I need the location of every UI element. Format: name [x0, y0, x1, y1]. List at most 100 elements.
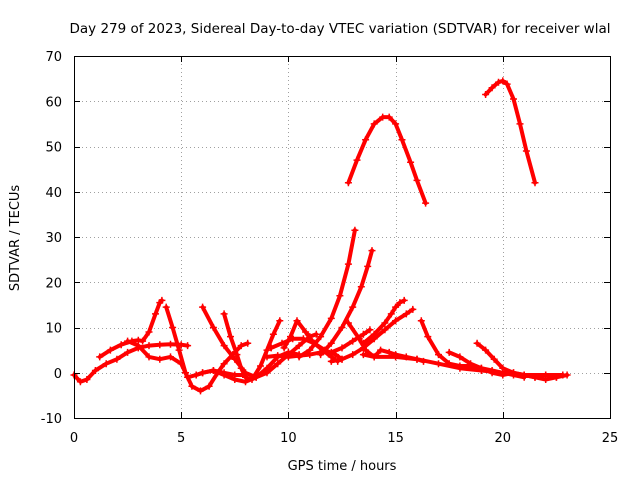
axis-ticks: 0 5 10 15 20 25 -10 0 10 20 30 40 50 60 70 [41, 50, 619, 446]
data-point-arc-20 [422, 199, 430, 207]
series-arc-21 [483, 78, 537, 185]
data-point-arc-10 [263, 353, 271, 361]
data-point-arc-19 [563, 371, 571, 379]
data-point-arc-11 [327, 314, 335, 322]
data-point-arc-21 [499, 77, 507, 85]
y-tick-label: 70 [45, 50, 62, 65]
data-point-arc-12 [368, 247, 376, 255]
data-point-arc-21 [531, 179, 539, 187]
data-point-arc-2 [96, 353, 104, 361]
data-point-arc-18 [488, 369, 496, 377]
data-point-arc-2 [152, 310, 159, 318]
data-point-arc-5 [209, 324, 217, 331]
data-point-arc-20 [392, 120, 400, 128]
data-point-arc-12 [327, 339, 335, 347]
x-tick-label: 10 [280, 431, 297, 446]
data-point-arc-20 [379, 113, 387, 121]
data-point-arc-20 [353, 156, 361, 164]
data-point-arc-18 [456, 353, 464, 361]
data-point-arc-19 [499, 364, 507, 372]
data-point-arc-2 [145, 328, 153, 336]
data-point-arc-6 [233, 351, 241, 359]
data-point-arc-7 [252, 373, 260, 381]
data-point-arc-2 [139, 337, 147, 345]
data-point-arc-17 [435, 351, 442, 359]
data-point-arc-5 [274, 360, 282, 368]
data-point-arc-15 [377, 346, 385, 354]
data-point-arc-10 [366, 326, 374, 334]
data-point-arc-10 [359, 330, 367, 338]
data-point-arc-13 [327, 357, 335, 365]
data-point-arc-8 [302, 328, 310, 336]
data-point-arc-7 [242, 378, 249, 386]
data-point-arc-14 [387, 310, 395, 318]
data-point-arc-15 [344, 319, 352, 327]
data-point-arc-13 [338, 355, 346, 363]
data-point-arc-5 [312, 330, 320, 338]
data-point-arc-4 [205, 382, 213, 390]
data-point-arc-15 [385, 348, 393, 356]
data-point-arc-14 [396, 299, 404, 307]
data-point-arc-3 [124, 337, 132, 345]
data-point-arc-13 [349, 351, 357, 359]
data-point-arc-1 [91, 367, 99, 374]
data-point-arc-13 [381, 326, 389, 334]
y-tick-label: 0 [54, 367, 62, 382]
data-point-arc-2 [106, 346, 114, 354]
data-point-arc-16 [359, 351, 367, 359]
data-point-arc-4 [182, 369, 189, 377]
data-point-arc-11 [344, 260, 352, 268]
data-point-arc-20 [413, 176, 421, 184]
y-tick-label: 50 [45, 141, 62, 156]
data-point-arc-18 [477, 364, 485, 372]
data-point-arc-12 [349, 303, 357, 311]
data-point-arc-9 [299, 335, 307, 343]
data-point-arc-1 [145, 342, 153, 350]
data-point-arc-16 [370, 353, 378, 361]
data-point-arc-1 [167, 340, 174, 348]
data-point-arc-7 [231, 376, 239, 383]
data-point-arc-1 [156, 341, 164, 349]
data-point-arc-17 [424, 333, 432, 341]
data-point-arc-15 [362, 346, 370, 354]
y-tick-label: 20 [45, 276, 62, 291]
data-point-arc-20 [407, 158, 415, 166]
series-arc-1 [72, 342, 190, 384]
data-point-arc-19 [490, 355, 498, 363]
data-point-arc-3 [134, 342, 142, 350]
x-tick-label: 15 [387, 431, 404, 446]
data-point-arc-4 [162, 303, 170, 311]
data-point-arc-1 [113, 355, 121, 363]
data-point-arc-3 [156, 355, 164, 363]
data-point-arc-7 [199, 369, 207, 377]
y-tick-label: 40 [45, 186, 62, 201]
data-point-arc-9 [267, 344, 275, 352]
data-point-arc-6 [220, 310, 228, 318]
data-point-arc-19 [531, 373, 539, 381]
data-point-arc-11 [317, 333, 325, 341]
data-point-arc-21 [510, 95, 517, 103]
data-point-arc-19 [473, 339, 481, 347]
data-point-arc-21 [495, 78, 502, 86]
y-axis-label: SDTVAR / TECUs [8, 185, 23, 292]
data-point-arc-8 [293, 317, 301, 325]
data-point-arc-13 [392, 317, 400, 325]
data-point-arc-16 [392, 353, 400, 361]
data-point-arc-6 [269, 330, 277, 338]
data-point-arc-13 [409, 305, 417, 313]
data-point-arc-12 [338, 324, 346, 331]
series-group [70, 77, 571, 395]
data-point-arc-4 [188, 382, 196, 390]
data-point-arc-10 [327, 348, 335, 356]
series-arc-19 [475, 341, 570, 382]
data-point-arc-11 [336, 292, 344, 300]
data-point-arc-17 [417, 317, 425, 325]
data-point-arc-4 [244, 339, 252, 347]
chart-title: Day 279 of 2023, Sidereal Day-to-day VTE… [70, 21, 611, 37]
data-point-arc-20 [344, 179, 352, 187]
x-axis-label: GPS time / hours [288, 459, 397, 474]
data-point-arc-18 [467, 360, 475, 368]
data-point-arc-5 [199, 303, 207, 311]
data-point-arc-16 [413, 355, 421, 363]
